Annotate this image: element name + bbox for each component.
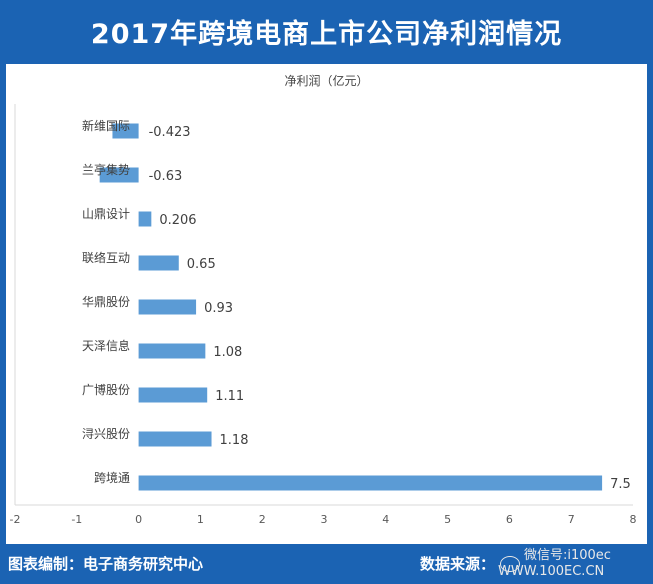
- x-tick-label: 3: [321, 513, 328, 526]
- value-label: 7.5: [610, 477, 631, 492]
- x-tick-label: 6: [506, 513, 513, 526]
- category-label: 新维国际: [82, 118, 130, 133]
- watermark: 微信号:i100ec WWW.100EC.CN: [498, 548, 611, 580]
- x-tick-label: 5: [444, 513, 451, 526]
- bar: [138, 387, 208, 403]
- footer-source-label: 数据来源：: [420, 555, 496, 573]
- category-label: 山鼎设计: [82, 207, 130, 221]
- bar: [138, 431, 212, 447]
- x-tick-label: 0: [135, 513, 142, 526]
- value-label: 0.65: [187, 257, 216, 272]
- x-tick-label: -2: [10, 513, 21, 526]
- x-tick-label: 4: [382, 513, 389, 526]
- bar: [138, 299, 197, 315]
- category-label: 天泽信息: [82, 338, 130, 353]
- value-label: -0.63: [149, 169, 183, 184]
- bar-chart: -2 -1 0 1 2 3 4 5 6 7 8 新维国际 -0.423 兰亭集势 -0.63 山鼎设计 0.20…: [10, 104, 637, 526]
- value-label: 1.18: [220, 433, 249, 448]
- page-title: 2017年跨境电商上市公司净利润情况: [90, 18, 563, 50]
- category-label: 浔兴股份: [82, 427, 130, 441]
- watermark-line1: 微信号:i100ec: [524, 548, 611, 563]
- category-label: 广博股份: [82, 382, 130, 397]
- category-label: 兰亭集势: [82, 162, 130, 177]
- x-tick-label: 1: [197, 513, 204, 526]
- title-bar: 2017年跨境电商上市公司净利润情况: [0, 0, 653, 62]
- value-label: 0.93: [204, 301, 233, 316]
- bar: [138, 211, 152, 227]
- value-label: 1.11: [215, 389, 244, 404]
- chart-panel: 净利润（亿元） -2 -1 0 1 2 3 4 5 6 7 8 新维国际 -0.423 兰亭集势 -0.63…: [6, 64, 647, 544]
- value-label: 0.206: [159, 213, 196, 228]
- bar: [138, 475, 603, 491]
- x-tick-label: 7: [568, 513, 575, 526]
- bar: [99, 167, 139, 183]
- chart-subtitle: 净利润（亿元）: [284, 74, 369, 88]
- value-label: 1.08: [213, 345, 242, 360]
- x-tick-label: 8: [630, 513, 637, 526]
- footer-credit: 图表编制：电子商务研究中心: [8, 555, 204, 573]
- wechat-icon: [500, 556, 520, 572]
- category-label: 华鼎股份: [82, 295, 130, 309]
- x-tick-label: -1: [71, 513, 82, 526]
- watermark-line2: WWW.100EC.CN: [498, 564, 605, 579]
- bar: [138, 255, 179, 271]
- category-label: 跨境通: [94, 470, 130, 485]
- bar: [138, 343, 206, 359]
- category-label: 联络互动: [82, 250, 130, 265]
- bar: [112, 123, 139, 139]
- footer: 图表编制：电子商务研究中心 数据来源： 微信号:i100ec WWW.100EC…: [0, 546, 653, 584]
- x-tick-label: 2: [259, 513, 266, 526]
- value-label: -0.423: [149, 125, 191, 140]
